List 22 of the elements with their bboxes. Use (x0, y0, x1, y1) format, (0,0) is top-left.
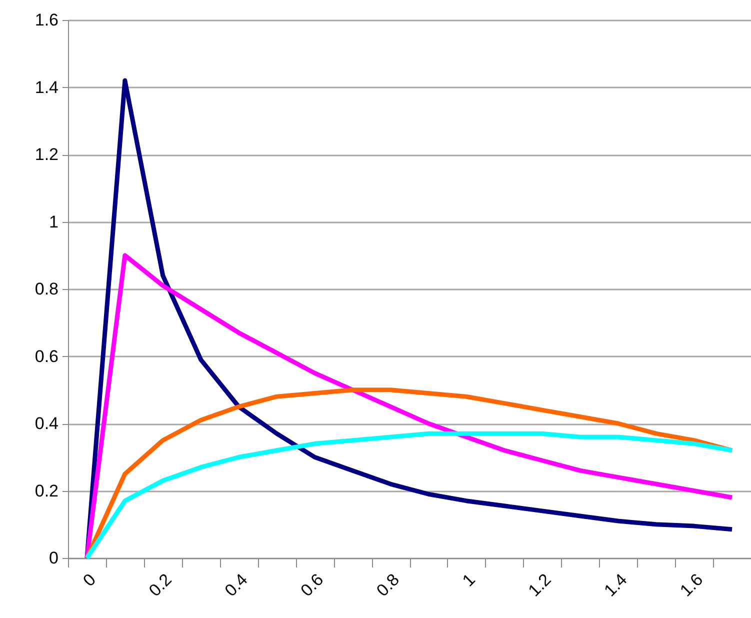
line-series (84, 431, 734, 560)
y-tick-label: 1.4 (34, 78, 58, 97)
x-tick-label: 0 (79, 570, 100, 590)
x-tick-label: 0.6 (297, 570, 328, 600)
y-tick-label: 0.2 (34, 481, 58, 500)
y-tick-label: 0.6 (34, 346, 58, 366)
y-tick-label: 1.2 (34, 145, 58, 164)
y-tick-label: 0.4 (34, 414, 58, 433)
x-tick-label: 1.2 (524, 570, 555, 600)
x-tick-label: 0.4 (221, 570, 252, 600)
x-tick-label: 0.8 (372, 570, 404, 600)
y-tick-label: 1 (49, 212, 58, 232)
line-series (84, 78, 734, 560)
x-tick-label: 1 (458, 570, 479, 590)
line-series (84, 253, 734, 560)
x-tick-label: 1.6 (676, 570, 707, 600)
x-tick-label: 0.2 (145, 570, 176, 600)
x-tick-label: 1.4 (600, 570, 631, 600)
y-tick-label: 0 (49, 548, 58, 568)
y-tick-label: 0.8 (34, 280, 58, 298)
line-series (84, 388, 734, 560)
y-tick-label: 1.6 (34, 10, 58, 30)
